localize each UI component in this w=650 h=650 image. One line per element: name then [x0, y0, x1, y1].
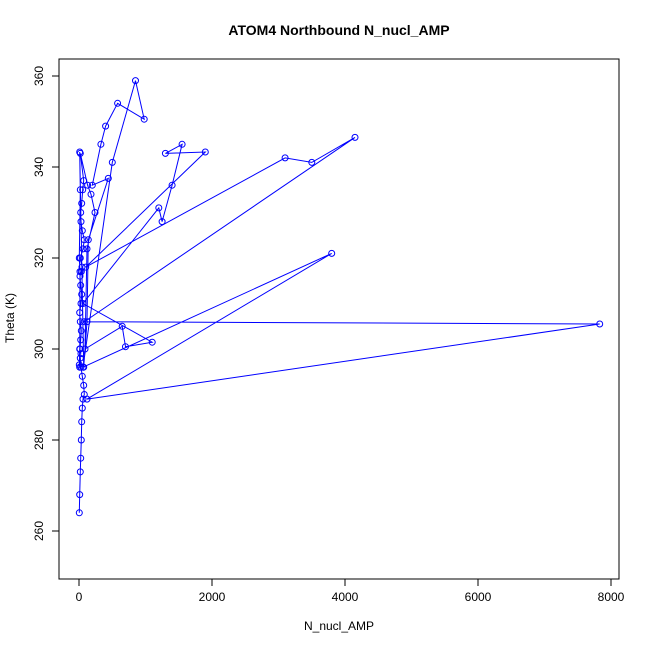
- data-point: [114, 99, 122, 107]
- y-tick-label: 320: [32, 248, 46, 268]
- data-point: [79, 300, 87, 307]
- data-point: [87, 190, 95, 198]
- y-tick-label: 300: [32, 339, 46, 359]
- data-point: [281, 154, 289, 162]
- data-point: [78, 418, 86, 426]
- x-tick-label: 4000: [332, 590, 359, 604]
- data-point: [77, 300, 85, 307]
- data-point: [84, 236, 92, 244]
- data-point: [102, 122, 110, 130]
- y-tick-label: 260: [32, 521, 46, 541]
- series-layer: [75, 77, 604, 517]
- data-point: [76, 318, 84, 326]
- data-point: [82, 263, 90, 271]
- data-point: [76, 354, 84, 362]
- data-point: [77, 218, 85, 226]
- data-point: [148, 338, 156, 346]
- data-point: [78, 263, 86, 271]
- data-point: [79, 395, 87, 403]
- data-point: [168, 181, 176, 189]
- data-point: [78, 227, 86, 235]
- data-point: [75, 361, 83, 369]
- data-point: [76, 148, 84, 156]
- data-point: [76, 268, 84, 276]
- data-point: [104, 174, 112, 182]
- data-point: [75, 509, 83, 517]
- data-point: [80, 236, 88, 244]
- y-tick-label: 360: [32, 66, 46, 86]
- data-point: [91, 209, 99, 216]
- data-point: [79, 245, 87, 253]
- data-point: [84, 181, 92, 189]
- data-point: [161, 149, 169, 157]
- series-line: [78, 80, 600, 513]
- x-tick-label: 6000: [465, 590, 492, 604]
- data-point: [108, 158, 116, 166]
- data-point: [77, 454, 85, 462]
- data-point: [122, 343, 129, 351]
- data-point: [80, 177, 88, 185]
- data-point: [78, 290, 86, 298]
- x-tick-label: 8000: [598, 590, 625, 604]
- data-point: [83, 318, 91, 326]
- data-point: [76, 345, 84, 353]
- data-point: [201, 148, 209, 156]
- data-point: [155, 204, 163, 212]
- data-point: [76, 272, 84, 280]
- data-point: [80, 318, 88, 326]
- x-tick-label: 2000: [199, 590, 226, 604]
- data-point: [76, 491, 84, 499]
- data-point: [83, 395, 91, 403]
- chart-title: ATOM4 Northbound N_nucl_AMP: [228, 22, 449, 38]
- data-point: [79, 186, 87, 194]
- data-point: [78, 404, 86, 412]
- y-tick-label: 280: [32, 430, 46, 450]
- data-point: [158, 218, 166, 226]
- data-point: [76, 186, 84, 194]
- data-point: [178, 140, 186, 148]
- data-point: [75, 254, 83, 262]
- y-axis: 260 280 300 320 340 360: [32, 66, 60, 541]
- data-point: [78, 372, 86, 380]
- x-tick-label: 0: [76, 590, 83, 604]
- data-point: [596, 320, 604, 328]
- x-axis: 0 2000 4000 6000 8000: [76, 578, 625, 604]
- data-point: [83, 245, 91, 253]
- data-point: [97, 140, 105, 148]
- data-point: [140, 115, 148, 123]
- y-tick-label: 340: [32, 157, 46, 177]
- data-point: [132, 77, 139, 85]
- y-axis-label: Theta (K): [3, 293, 17, 343]
- data-point: [88, 181, 96, 189]
- data-point: [77, 436, 85, 444]
- data-point: [78, 199, 86, 207]
- data-point: [76, 309, 84, 317]
- data-point: [77, 350, 85, 358]
- data-point: [77, 209, 85, 216]
- plot-frame: [58, 58, 620, 580]
- data-point: [77, 336, 85, 344]
- data-point: [80, 381, 88, 389]
- data-point: [328, 249, 336, 257]
- data-point: [81, 345, 89, 353]
- data-point: [351, 133, 359, 141]
- data-point: [76, 468, 84, 476]
- data-point: [308, 158, 316, 166]
- data-point: [77, 327, 85, 335]
- data-point: [77, 281, 85, 289]
- x-axis-label: N_nucl_AMP: [304, 619, 374, 633]
- data-point: [118, 322, 126, 330]
